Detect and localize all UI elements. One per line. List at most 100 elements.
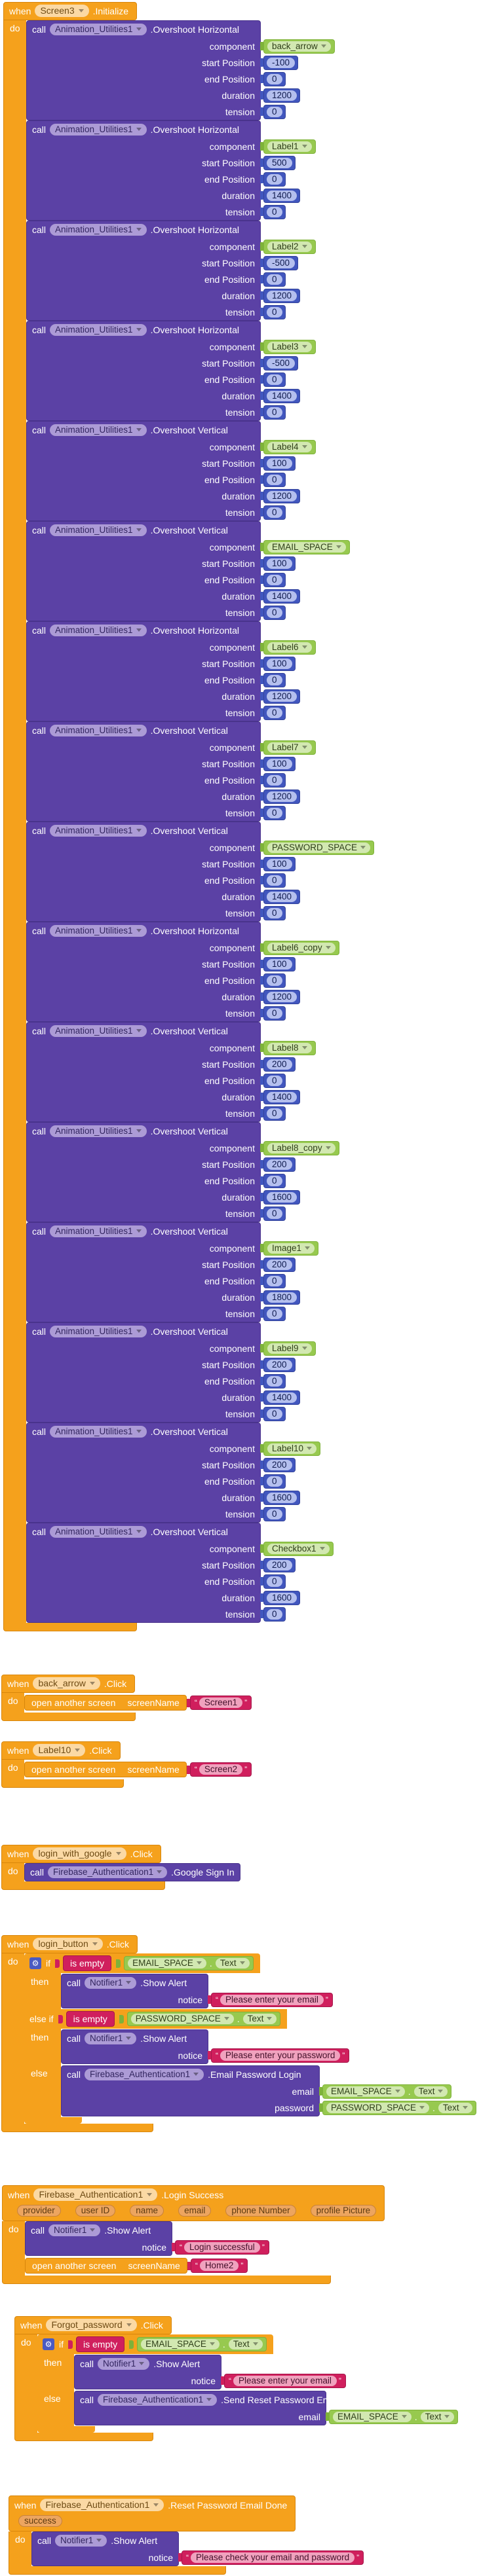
- number-value[interactable]: 1200: [267, 691, 297, 702]
- component-getter-block[interactable]: EMAIL_SPACE: [263, 539, 350, 554]
- animation-call-block[interactable]: call Animation_Utilities1 .Overshoot Hor…: [26, 621, 316, 721]
- component-getter-block[interactable]: Label3: [263, 339, 316, 354]
- instance-dropdown[interactable]: Animation_Utilities1: [50, 24, 147, 35]
- string-value[interactable]: Please enter your email: [220, 1994, 324, 2005]
- screen3-initialize-block[interactable]: when Screen3 .Initialize do call Animati…: [3, 2, 375, 1631]
- number-value[interactable]: 1200: [267, 490, 297, 501]
- instance-dropdown[interactable]: Animation_Utilities1: [50, 1025, 147, 1037]
- number-block[interactable]: 0: [263, 805, 286, 820]
- number-value[interactable]: 200: [267, 1359, 292, 1370]
- string-value[interactable]: Please enter your email: [233, 2375, 337, 2386]
- component-dropdown[interactable]: EMAIL_SPACE: [141, 2339, 220, 2349]
- component-dropdown[interactable]: Firebase_Authentication1: [33, 2188, 158, 2201]
- property-dropdown[interactable]: Text: [438, 2102, 472, 2113]
- component-dropdown[interactable]: Image1: [267, 1243, 315, 1254]
- instance-dropdown[interactable]: Animation_Utilities1: [50, 1125, 147, 1137]
- number-value[interactable]: 0: [267, 875, 282, 886]
- number-value[interactable]: 0: [267, 607, 282, 618]
- string-value[interactable]: Screen1: [199, 1697, 243, 1708]
- instance-dropdown[interactable]: Firebase_Authentication1: [48, 1866, 168, 1878]
- component-dropdown[interactable]: Label6_copy: [267, 942, 335, 953]
- component-dropdown[interactable]: login_button: [33, 1938, 103, 1950]
- component-dropdown[interactable]: login_with_google: [33, 1847, 126, 1860]
- property-getter-block[interactable]: PASSWORD_SPACE . Text: [126, 2012, 281, 2026]
- when-header[interactable]: when Firebase_Authentication1 .Login Suc…: [2, 2185, 385, 2221]
- number-block[interactable]: 0: [263, 572, 286, 587]
- google-signin-call-block[interactable]: call Firebase_Authentication1 .Google Si…: [24, 1863, 240, 1881]
- number-block[interactable]: 0: [263, 772, 286, 788]
- number-block[interactable]: 0: [263, 472, 286, 487]
- number-block[interactable]: 1200: [263, 88, 301, 103]
- number-block[interactable]: 1400: [263, 1390, 301, 1405]
- open-screen-block[interactable]: open another screen screenName: [24, 1762, 187, 1777]
- component-getter-block[interactable]: Label6: [263, 640, 316, 655]
- number-block[interactable]: -500: [263, 255, 299, 270]
- animation-call-block[interactable]: call Animation_Utilities1 .Overshoot Ver…: [26, 1122, 339, 1222]
- number-block[interactable]: 100: [263, 856, 296, 871]
- show-alert-call-block[interactable]: call Notifier1 .Show Alert notice “Pleas…: [31, 2531, 364, 2566]
- component-getter-block[interactable]: Image1: [263, 1241, 319, 1256]
- if-else-block[interactable]: ⚙ if is empty EMAIL_SPACE . Text then: [37, 2334, 459, 2433]
- instance-dropdown[interactable]: Animation_Utilities1: [50, 825, 147, 837]
- instance-dropdown[interactable]: Notifier1: [85, 2033, 137, 2044]
- number-value[interactable]: -500: [267, 257, 296, 268]
- component-dropdown[interactable]: Screen3: [35, 5, 89, 17]
- number-block[interactable]: 0: [263, 1273, 286, 1288]
- number-value[interactable]: 1200: [267, 90, 297, 101]
- string-block[interactable]: “Login successful”: [175, 2240, 269, 2255]
- number-value[interactable]: 100: [267, 458, 292, 469]
- number-block[interactable]: 0: [263, 1306, 286, 1321]
- string-block[interactable]: “Please check your email and password”: [182, 2550, 364, 2565]
- number-value[interactable]: 0: [267, 474, 282, 485]
- email-password-login-call-block[interactable]: call Firebase_Authentication1 .Email Pas…: [61, 2065, 476, 2116]
- instance-dropdown[interactable]: Notifier1: [55, 2535, 107, 2547]
- number-block[interactable]: 0: [263, 505, 286, 520]
- show-alert-call-block[interactable]: call Notifier1 .Show Alert notice “Pleas…: [74, 2355, 346, 2389]
- if-else-block[interactable]: ⚙ if is empty EMAIL_SPACE . Text then: [24, 1953, 476, 2124]
- instance-dropdown[interactable]: Animation_Utilities1: [50, 424, 147, 436]
- number-value[interactable]: 0: [267, 907, 282, 918]
- component-dropdown[interactable]: PASSWORD_SPACE: [326, 2102, 430, 2113]
- number-value[interactable]: 0: [267, 674, 282, 685]
- number-value[interactable]: 1400: [267, 891, 297, 902]
- number-block[interactable]: 0: [263, 1474, 286, 1489]
- number-block[interactable]: -100: [263, 55, 299, 70]
- number-value[interactable]: 1200: [267, 290, 297, 301]
- component-dropdown[interactable]: back_arrow: [33, 1677, 100, 1690]
- number-block[interactable]: 0: [263, 1006, 286, 1021]
- component-getter-block[interactable]: Label10: [263, 1441, 321, 1456]
- string-value[interactable]: Please enter your password: [220, 2050, 341, 2061]
- when-header[interactable]: when Label10 .Click: [1, 1741, 121, 1760]
- component-dropdown[interactable]: Label3: [267, 341, 312, 352]
- number-block[interactable]: 100: [263, 456, 296, 471]
- string-block[interactable]: “Screen1”: [189, 1696, 252, 1710]
- number-block[interactable]: 0: [263, 873, 286, 888]
- string-value[interactable]: Login successful: [184, 2241, 260, 2253]
- number-value[interactable]: 0: [267, 206, 282, 217]
- number-block[interactable]: 1200: [263, 488, 301, 503]
- string-block[interactable]: “Home2”: [190, 2259, 248, 2273]
- number-block[interactable]: 100: [263, 756, 296, 771]
- number-block[interactable]: 0: [263, 1206, 286, 1221]
- number-block[interactable]: 1400: [263, 188, 301, 203]
- number-block[interactable]: 0: [263, 372, 286, 387]
- property-getter-block[interactable]: EMAIL_SPACE . Text: [137, 2337, 267, 2351]
- component-getter-block[interactable]: Label9: [263, 1341, 316, 1356]
- number-block[interactable]: 0: [263, 304, 286, 319]
- component-dropdown[interactable]: EMAIL_SPACE: [267, 541, 346, 553]
- number-value[interactable]: 0: [267, 574, 282, 585]
- component-getter-block[interactable]: Label8: [263, 1040, 316, 1055]
- animation-call-block[interactable]: call Animation_Utilities1 .Overshoot Hor…: [26, 120, 316, 221]
- number-value[interactable]: 200: [267, 1159, 292, 1170]
- string-block[interactable]: “Screen2”: [189, 1762, 252, 1777]
- number-block[interactable]: 0: [263, 1574, 286, 1589]
- number-block[interactable]: 200: [263, 1057, 296, 1072]
- number-value[interactable]: 0: [267, 106, 282, 117]
- component-dropdown[interactable]: Label1: [267, 141, 312, 152]
- open-screen-block[interactable]: open another screen screenName: [24, 1695, 187, 1711]
- animation-call-block[interactable]: call Animation_Utilities1 .Overshoot Ver…: [26, 1322, 316, 1423]
- property-getter-block[interactable]: EMAIL_SPACE . Text: [322, 2084, 452, 2099]
- number-value[interactable]: 0: [267, 73, 282, 84]
- number-block[interactable]: 0: [263, 204, 286, 219]
- component-dropdown[interactable]: Label4: [267, 441, 312, 452]
